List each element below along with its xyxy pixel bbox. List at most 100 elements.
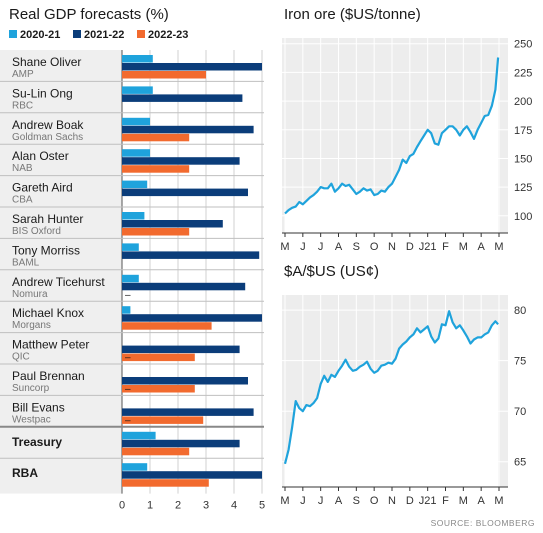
x-tick-label: M bbox=[459, 241, 468, 253]
y-tick-label: 80 bbox=[514, 305, 526, 317]
x-tick-label: A bbox=[335, 241, 343, 253]
missing-marker: – bbox=[125, 353, 131, 364]
bar bbox=[122, 416, 204, 424]
y-tick-label: 100 bbox=[514, 211, 532, 223]
forecaster-org: Goldman Sachs bbox=[12, 132, 83, 143]
bar bbox=[122, 439, 240, 448]
missing-marker: – bbox=[125, 415, 131, 426]
bar bbox=[122, 345, 240, 354]
x-tick-label: 4 bbox=[231, 500, 237, 512]
forecaster-name: Andrew Boak bbox=[12, 118, 84, 132]
forecaster-name: Bill Evans bbox=[12, 400, 65, 414]
bar bbox=[122, 306, 131, 314]
forecaster-org: AMP bbox=[12, 69, 34, 80]
x-tick-label: A bbox=[335, 495, 343, 507]
bar bbox=[122, 117, 150, 126]
bar bbox=[122, 180, 148, 189]
bar bbox=[122, 282, 246, 291]
forecaster-org: NAB bbox=[12, 163, 33, 174]
bar bbox=[122, 63, 262, 71]
missing-marker: – bbox=[125, 290, 131, 301]
x-tick-label: J bbox=[318, 495, 324, 507]
bar bbox=[122, 157, 240, 165]
x-tick-label: M bbox=[494, 495, 503, 507]
forecaster-org: RBC bbox=[12, 100, 33, 111]
bar bbox=[122, 447, 190, 456]
bar bbox=[122, 274, 139, 283]
forecaster-name: Sarah Hunter bbox=[12, 212, 83, 226]
iron-ore-chart-title: Iron ore ($US/tonne) bbox=[284, 6, 421, 23]
x-tick-label: J bbox=[300, 241, 306, 253]
x-tick-label: 0 bbox=[119, 500, 125, 512]
legend-swatch bbox=[73, 30, 81, 38]
bar bbox=[122, 94, 243, 102]
forecaster-org: BAML bbox=[12, 257, 40, 268]
y-tick-label: 150 bbox=[514, 153, 532, 165]
forecaster-name: Tony Morriss bbox=[12, 243, 80, 257]
x-tick-label: 3 bbox=[203, 500, 209, 512]
y-tick-label: 200 bbox=[514, 96, 532, 108]
forecaster-org: Westpac bbox=[12, 414, 51, 425]
bar bbox=[122, 86, 153, 94]
bar bbox=[122, 322, 212, 330]
bar bbox=[122, 243, 139, 251]
bar bbox=[122, 125, 254, 134]
gdp-legend: 2020-21 2021-22 2022-23 bbox=[9, 29, 188, 41]
x-tick-label: 2 bbox=[175, 500, 181, 512]
x-tick-label: A bbox=[477, 495, 485, 507]
x-tick-label: 1 bbox=[147, 500, 153, 512]
legend-swatch bbox=[137, 30, 145, 38]
source-note: SOURCE: BLOOMBERG bbox=[431, 518, 535, 528]
x-tick-label: J21 bbox=[419, 495, 437, 507]
x-tick-label: F bbox=[442, 495, 449, 507]
forecaster-org: Suncorp bbox=[12, 383, 50, 394]
forecaster-name: Shane Oliver bbox=[12, 55, 81, 69]
forecaster-name: Gareth Aird bbox=[12, 181, 73, 195]
bar bbox=[122, 314, 262, 322]
bar bbox=[122, 212, 145, 220]
forecaster-name: Andrew Ticehurst bbox=[12, 275, 105, 289]
forecaster-name: RBA bbox=[12, 466, 38, 480]
forecaster-name: Michael Knox bbox=[12, 306, 84, 320]
bar bbox=[122, 353, 195, 362]
y-tick-label: 75 bbox=[514, 356, 526, 368]
bar bbox=[122, 188, 248, 197]
x-tick-label: O bbox=[370, 241, 379, 253]
forecaster-name: Su-Lin Ong bbox=[12, 86, 73, 100]
x-tick-label: S bbox=[353, 241, 360, 253]
x-tick-label: J bbox=[300, 495, 306, 507]
x-tick-label: J bbox=[318, 241, 324, 253]
bar bbox=[122, 220, 223, 228]
forecaster-name: Matthew Peter bbox=[12, 338, 89, 352]
label-column-bg bbox=[0, 50, 122, 494]
x-tick-label: 5 bbox=[259, 500, 265, 512]
forecaster-org: BIS Oxford bbox=[12, 226, 61, 237]
y-tick-label: 65 bbox=[514, 457, 526, 469]
bar bbox=[122, 133, 190, 142]
bar bbox=[122, 251, 260, 259]
x-tick-label: M bbox=[280, 241, 289, 253]
x-tick-label: D bbox=[406, 241, 414, 253]
x-tick-label: M bbox=[280, 495, 289, 507]
bar bbox=[122, 71, 206, 79]
x-tick-label: M bbox=[494, 241, 503, 253]
x-tick-label: N bbox=[388, 241, 396, 253]
bar bbox=[122, 463, 148, 471]
legend-label: 2022-23 bbox=[148, 29, 188, 41]
forecaster-org: CBA bbox=[12, 195, 33, 206]
x-tick-label: S bbox=[353, 495, 360, 507]
forecaster-org: Nomura bbox=[12, 289, 48, 300]
legend-label: 2020-21 bbox=[20, 29, 60, 41]
bar bbox=[122, 55, 153, 63]
legend-swatch bbox=[9, 30, 17, 38]
bar bbox=[122, 471, 262, 479]
series-line bbox=[284, 57, 500, 215]
bar bbox=[122, 149, 150, 157]
bar bbox=[122, 165, 190, 173]
forecaster-name: Alan Oster bbox=[12, 149, 69, 163]
forecaster-org: QIC bbox=[12, 352, 30, 363]
gdp-chart-title: Real GDP forecasts (%) bbox=[9, 6, 169, 23]
